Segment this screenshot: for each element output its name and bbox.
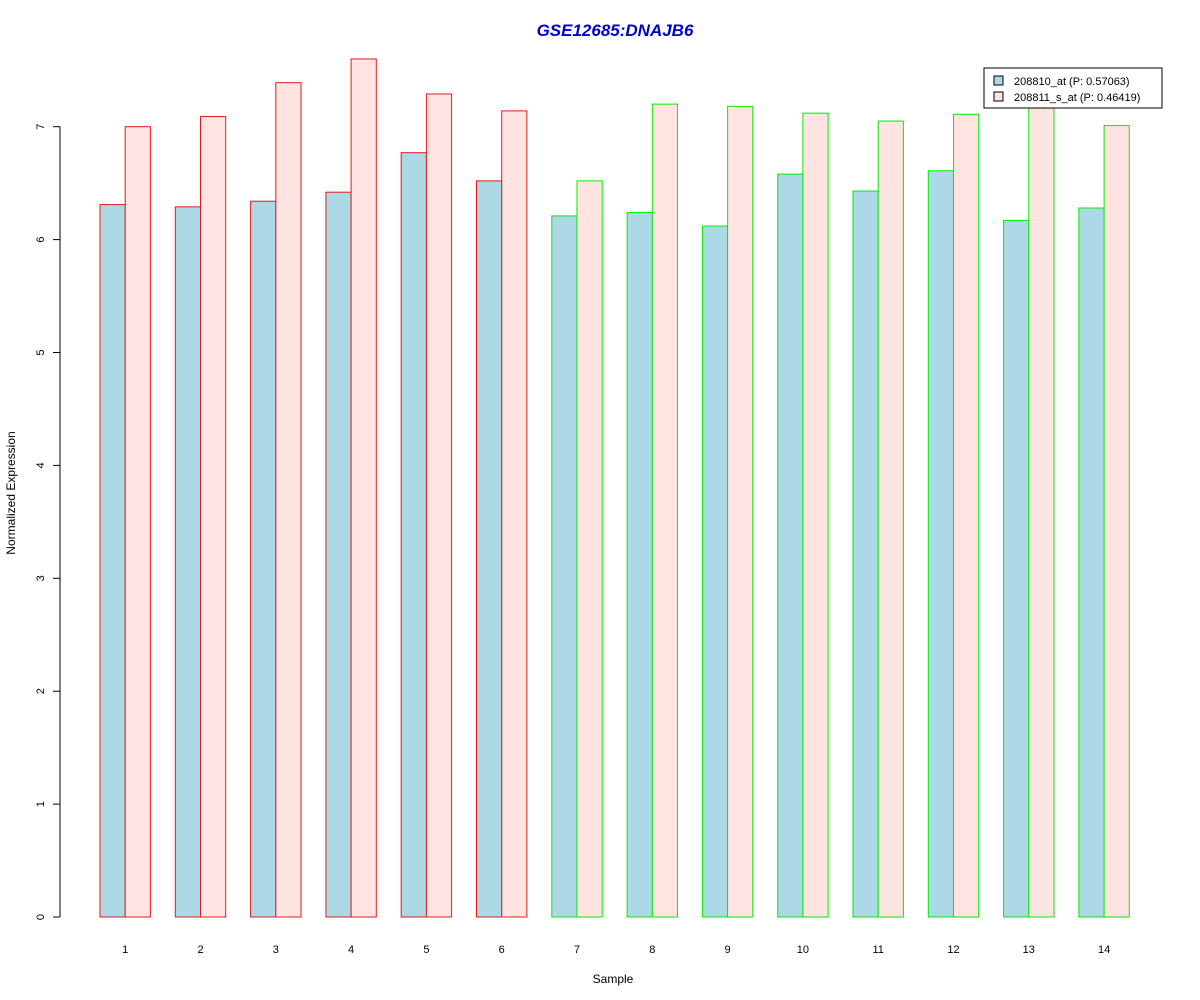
x-tick-label: 1 bbox=[122, 944, 128, 956]
x-tick-label: 6 bbox=[499, 944, 505, 956]
y-tick-label: 5 bbox=[35, 349, 47, 355]
bars-group bbox=[99, 58, 1130, 918]
bar bbox=[701, 225, 729, 918]
bar bbox=[400, 152, 427, 918]
chart-title: GSE12685:DNAJB6 bbox=[537, 21, 694, 40]
x-tick-label: 14 bbox=[1098, 944, 1110, 956]
y-axis: 0 1 2 3 4 5 6 7 bbox=[35, 124, 61, 920]
bar bbox=[1028, 103, 1055, 918]
legend-label: 208811_s_at (P: 0.46419) bbox=[1014, 92, 1140, 104]
y-tick-label: 6 bbox=[35, 237, 47, 243]
x-tick-label: 10 bbox=[797, 944, 809, 956]
bar bbox=[124, 126, 151, 918]
y-tick-label: 0 bbox=[35, 914, 47, 920]
bar bbox=[99, 204, 126, 918]
y-axis-title: Normalized Expression bbox=[4, 431, 18, 554]
bar bbox=[1103, 125, 1130, 918]
bar bbox=[476, 180, 503, 918]
bar bbox=[1003, 219, 1030, 918]
bar bbox=[953, 113, 980, 918]
y-tick-label: 1 bbox=[35, 801, 47, 807]
x-tick-label: 3 bbox=[273, 944, 279, 956]
y-tick-label: 4 bbox=[35, 462, 47, 468]
x-tick-label: 2 bbox=[197, 944, 203, 956]
x-tick-label: 9 bbox=[725, 944, 731, 956]
x-tick-label: 13 bbox=[1023, 944, 1035, 956]
legend-swatch bbox=[993, 91, 1004, 102]
bar bbox=[927, 170, 954, 918]
y-tick-label: 7 bbox=[35, 124, 47, 130]
bar bbox=[626, 212, 653, 918]
bar bbox=[777, 173, 804, 918]
bar bbox=[576, 180, 603, 918]
x-tick-label: 12 bbox=[947, 944, 959, 956]
bar bbox=[174, 206, 202, 918]
bar bbox=[425, 93, 453, 918]
bar bbox=[350, 58, 377, 918]
bar bbox=[200, 116, 227, 918]
y-tick-label: 3 bbox=[35, 575, 47, 581]
x-tick-label: 7 bbox=[574, 944, 580, 956]
bar bbox=[551, 215, 578, 918]
y-tick-label: 2 bbox=[35, 688, 47, 694]
bar bbox=[275, 82, 302, 918]
bar bbox=[852, 190, 879, 918]
bar bbox=[501, 110, 528, 918]
legend-swatch bbox=[993, 75, 1004, 86]
bar bbox=[651, 103, 678, 918]
bar bbox=[1078, 207, 1105, 918]
x-tick-labels: 1 2 3 4 5 6 7 8 9 10 11 12 13 14 bbox=[122, 944, 1110, 956]
bar bbox=[325, 191, 352, 918]
x-tick-label: 11 bbox=[872, 944, 883, 956]
x-tick-label: 4 bbox=[348, 944, 354, 956]
legend-box bbox=[983, 67, 1163, 109]
bar bbox=[802, 112, 829, 918]
x-tick-label: 8 bbox=[649, 944, 655, 956]
bar bbox=[727, 105, 754, 918]
legend-label: 208810_at (P: 0.57063) bbox=[1014, 76, 1130, 88]
legend: 208810_at (P: 0.57063) 208811_s_at (P: 0.… bbox=[983, 67, 1163, 109]
x-tick-label: 5 bbox=[423, 944, 429, 956]
bar bbox=[250, 200, 277, 918]
bar bbox=[877, 120, 904, 918]
x-axis-title: Sample bbox=[593, 972, 634, 986]
